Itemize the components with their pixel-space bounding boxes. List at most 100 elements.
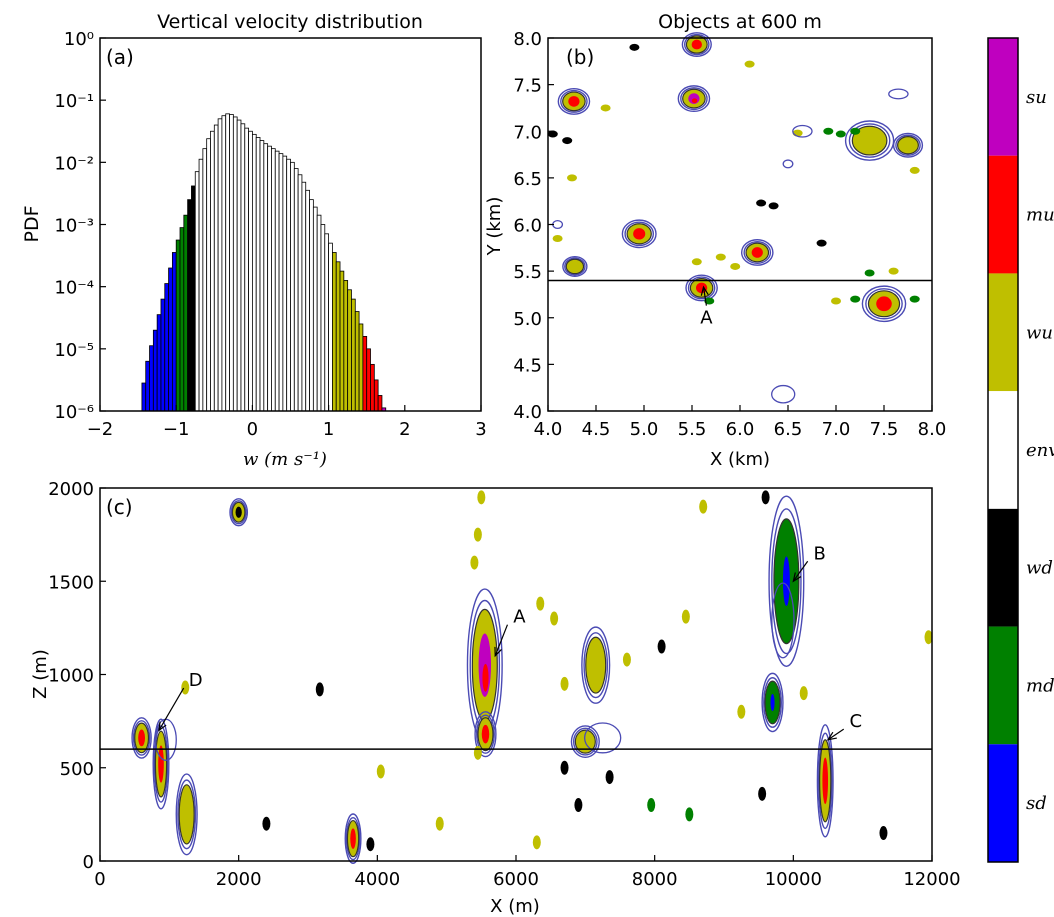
histogram-bar: [179, 227, 185, 412]
histogram-bar: [366, 348, 371, 412]
contour-inner: [743, 240, 772, 264]
x-tick-label: 4.5: [582, 419, 611, 440]
small-feature: [799, 686, 808, 701]
small-feature: [850, 295, 861, 303]
contour-outer: [581, 626, 611, 704]
colorbar-label: md: [1026, 675, 1054, 696]
contour-inner: [817, 732, 833, 830]
panel-c-annotations: A B C D: [158, 543, 862, 741]
colorbar-label: su: [1026, 87, 1047, 108]
contour-outer: [861, 285, 907, 323]
histogram-bar: [248, 130, 253, 412]
histogram-bar: [191, 185, 196, 412]
cloud-core: [568, 96, 580, 107]
y-tick-label: 10⁻¹: [54, 91, 94, 112]
x-tick-label: 1: [323, 419, 334, 440]
histogram-bar: [267, 145, 272, 412]
contour-ring: [792, 124, 813, 138]
contour-outer: [761, 672, 784, 733]
small-feature: [366, 837, 375, 852]
contour-inner: [895, 134, 921, 156]
panel-c-bg: [100, 488, 932, 861]
histogram-bar: [240, 123, 246, 412]
histogram-bar: [362, 335, 368, 412]
colorbar-segment: [988, 508, 1018, 627]
cloud-outline: [565, 258, 585, 275]
y-tick-label: 4.5: [513, 355, 542, 376]
cloud-outline: [867, 290, 901, 318]
small-feature: [536, 596, 545, 611]
contour-outer: [131, 717, 152, 759]
histogram-bar: [324, 233, 330, 412]
contour-inner: [684, 33, 710, 56]
panel-b-ylabel: Y (km): [484, 197, 505, 257]
annotation-arrow: [702, 286, 707, 306]
annotation-arrowhead: [494, 646, 502, 658]
histogram-bar: [141, 382, 147, 412]
panel-a-ylabel: PDF: [21, 205, 43, 242]
cloud-core-red: [691, 98, 698, 104]
x-tick-label: −1: [163, 419, 190, 440]
panel-b-annotations: A: [700, 285, 713, 329]
contour-inner: [680, 87, 708, 111]
histogram-bar: [198, 158, 204, 412]
annotation-arrow: [827, 728, 845, 741]
cloud-outline: [178, 784, 195, 845]
y-tick-label: 10⁻³: [54, 216, 94, 237]
histogram-bar: [263, 143, 269, 412]
histogram-bar: [164, 283, 169, 412]
small-feature: [699, 499, 708, 514]
histogram-bar: [259, 140, 265, 412]
histogram-bar: [221, 115, 227, 412]
contour-outer: [557, 87, 591, 115]
y-tick-label: 5.5: [513, 262, 542, 283]
colorbar-label: wd: [1026, 558, 1053, 579]
annotation-label: C: [849, 711, 862, 732]
histogram-bar: [251, 133, 257, 412]
contour-inner: [624, 221, 655, 247]
x-tick-label: 8000: [632, 869, 678, 890]
histogram-bars: [141, 113, 387, 412]
cloud-outline: [851, 125, 888, 156]
contour-outer: [229, 498, 249, 527]
contour-outer: [892, 132, 924, 158]
cloud-outline: [585, 636, 607, 694]
histogram-bar: [358, 323, 364, 412]
small-feature: [715, 253, 726, 261]
cloud-outline: [346, 819, 360, 858]
y-tick-label: 0: [83, 852, 94, 873]
small-feature: [681, 609, 690, 624]
small-feature: [629, 43, 640, 51]
contour-outer: [681, 32, 712, 57]
cloud-core-blue: [770, 693, 775, 711]
cloud-core: [481, 724, 490, 744]
annotation-arrow: [494, 624, 509, 657]
cloud-outline: [745, 242, 770, 263]
small-feature: [835, 130, 846, 138]
histogram-bar: [202, 148, 208, 412]
panel-c: A B C D 0 2000 4000 6000 8000 10000 12000 0 500 100…: [30, 479, 961, 917]
histogram-bar: [183, 214, 189, 412]
small-feature: [376, 764, 385, 779]
cloud-outline: [819, 739, 832, 823]
y-tick-label: 5.0: [513, 309, 542, 330]
contour-outer: [677, 85, 711, 113]
cloud-body: [897, 136, 919, 154]
cloud-core-blue: [782, 556, 790, 607]
panel-b-title: Objects at 600 m: [658, 11, 822, 33]
small-feature: [691, 258, 702, 266]
histogram-bar: [271, 148, 276, 412]
contour-outer: [621, 219, 657, 249]
x-tick-label: 6.5: [774, 419, 803, 440]
panel-a-y-ticks: 10⁰ 10⁻¹ 10⁻² 10⁻³ 10⁻⁴ 10⁻⁵ 10⁻⁶: [54, 29, 106, 423]
colorbar-frame: [987, 37, 1019, 863]
x-tick-label: 0: [247, 419, 258, 440]
colorbar-label: wu: [1026, 322, 1053, 343]
cloud-outline: [574, 729, 596, 754]
small-feature: [435, 816, 444, 831]
y-tick-label: 10⁻²: [54, 153, 94, 174]
small-feature: [888, 267, 899, 275]
small-feature: [181, 680, 190, 695]
histogram-bar: [377, 395, 383, 412]
histogram-bar: [229, 114, 234, 412]
